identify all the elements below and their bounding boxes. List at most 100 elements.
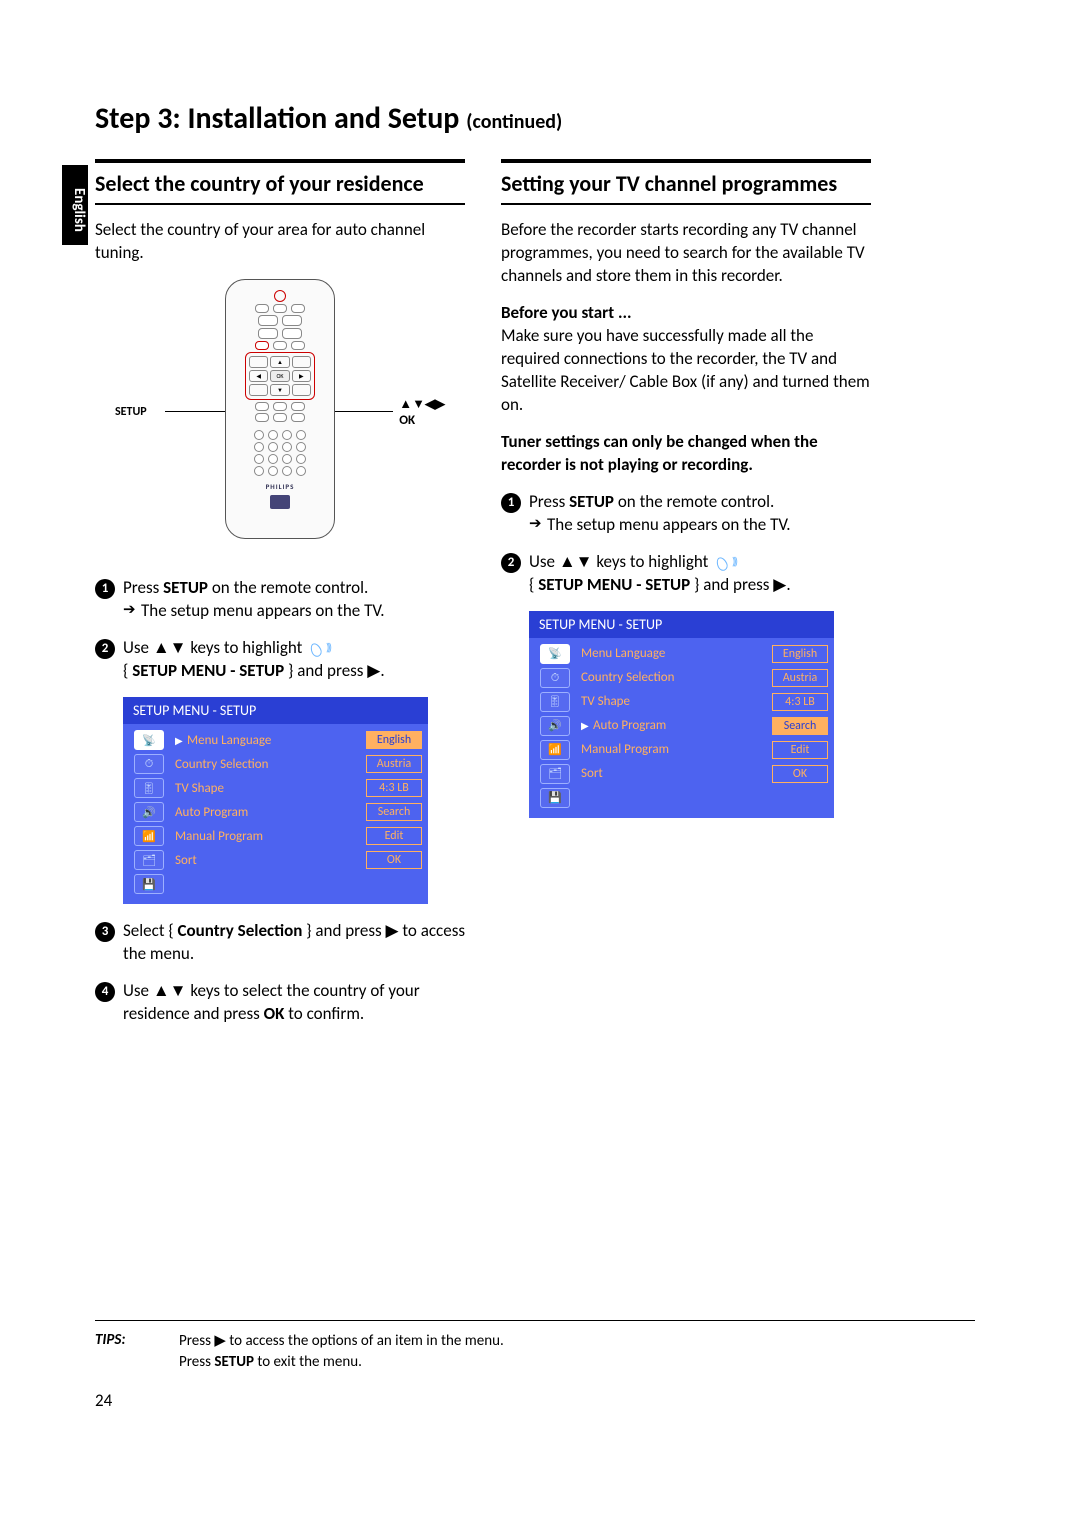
menu-row: Menu Language English xyxy=(581,645,828,663)
tips-line2: Press xyxy=(179,1353,214,1371)
menu-row: Menu Language English xyxy=(175,731,422,749)
menu-category-icon: 🎚 xyxy=(540,692,570,712)
rule xyxy=(501,203,871,205)
ok-label: OK xyxy=(399,413,415,428)
step-2-right: 2 Use ▲▼ keys to highlight { SETUP MENU … xyxy=(501,551,871,597)
menu-category-icon: 🔊 xyxy=(540,716,570,736)
menu-row-value: English xyxy=(772,645,828,663)
remote-label-nav: ▲▼◀▶ OK xyxy=(399,397,445,428)
step-1: 1 Press SETUP on the remote control. The… xyxy=(95,577,465,623)
step-2: 2 Use ▲▼ keys to highlight { SETUP MENU … xyxy=(95,637,465,683)
menu-category-icon: ⏱ xyxy=(134,754,164,774)
tuner-note: Tuner settings can only be changed when … xyxy=(501,431,871,477)
step-number-icon: 2 xyxy=(501,553,521,573)
setup-menu-screenshot-left: SETUP MENU - SETUP📡⏱🎚🔊📶🗂💾Menu LanguageEn… xyxy=(123,697,428,904)
menu-keyword: SETUP MENU - SETUP xyxy=(132,660,284,681)
menu-body: 📡⏱🎚🔊📶🗂💾Menu LanguageEnglishCountry Selec… xyxy=(123,724,428,904)
menu-row-label: Menu Language xyxy=(581,646,665,661)
menu-row: Manual Program Edit xyxy=(581,741,828,759)
step-text: Press xyxy=(529,491,569,512)
step-text: Press xyxy=(123,577,163,598)
menu-row-label: Country Selection xyxy=(175,757,268,772)
menu-row: TV Shape 4:3 LB xyxy=(175,779,422,797)
page-number: 24 xyxy=(95,1390,112,1411)
arrows-label: ▲▼◀▶ xyxy=(399,397,445,412)
menu-body: 📡 ⏱ 🎚 🔊 📶 🗂 💾 Menu Language English Country Selec… xyxy=(529,638,834,818)
menu-row-label: TV Shape xyxy=(175,781,224,796)
menu-row-value: 4:3 LB xyxy=(366,779,422,797)
ok-keyword: OK xyxy=(264,1003,285,1024)
menu-row-value: OK xyxy=(772,765,828,783)
menu-row-value: Search xyxy=(366,803,422,821)
badge-icon xyxy=(270,495,290,509)
before-text: Make sure you have successfully made all… xyxy=(501,325,870,415)
step-number-icon: 3 xyxy=(95,922,115,942)
setup-keyword: SETUP xyxy=(569,491,614,512)
menu-list: Menu Language English Country Selection Aus… xyxy=(175,730,422,894)
menu-row-value: English xyxy=(366,731,422,749)
remote-body: ▲ ◀OK▶ ▼ PHILIPS xyxy=(225,279,335,539)
menu-row-label: Menu Language xyxy=(175,733,271,748)
menu-row: SortOK xyxy=(581,765,828,783)
remote-illustration: SETUP ▲▼◀▶ OK ▲ ◀OK▶ ▼ xyxy=(95,279,465,559)
menu-row-label: Manual Program xyxy=(581,742,669,757)
tips-line2-end: to exit the menu. xyxy=(254,1353,362,1371)
menu-title: SETUP MENU - SETUP xyxy=(123,697,428,724)
setup-keyword: SETUP xyxy=(214,1353,254,1371)
menu-row: TV Shape4:3 LB xyxy=(581,693,828,711)
intro-text: Select the country of your area for auto… xyxy=(95,219,465,265)
step-text: on the remote control. xyxy=(614,491,774,512)
step-text: } and press ▶. xyxy=(690,574,790,595)
rule xyxy=(95,159,465,163)
menu-keyword: SETUP MENU - SETUP xyxy=(538,574,690,595)
section-heading-right: Setting your TV channel programmes xyxy=(501,171,871,197)
language-tab: English xyxy=(62,165,88,245)
menu-row-label: Auto Program xyxy=(175,805,248,820)
step-sub: The setup menu appears on the TV. xyxy=(529,514,871,537)
step-number-icon: 4 xyxy=(95,982,115,1002)
menu-row-label: TV Shape xyxy=(581,694,630,709)
tips-label: TIPS: xyxy=(95,1331,155,1373)
satellite-icon xyxy=(308,641,330,657)
menu-icon-column: 📡⏱🎚🔊📶🗂💾 xyxy=(129,730,169,894)
menu-row-value: Austria xyxy=(366,755,422,773)
step-text: } and press ▶. xyxy=(284,660,384,681)
menu-icon-column: 📡 ⏱ 🎚 🔊 📶 🗂 💾 xyxy=(535,644,575,808)
menu-row: Auto Program Search xyxy=(175,803,422,821)
remote-label-setup: SETUP xyxy=(115,405,147,419)
step-text: Use ▲▼ keys to highlight xyxy=(123,637,306,658)
step-3: 3 Select { Country Selection } and press… xyxy=(95,920,465,966)
step-number-icon: 1 xyxy=(501,493,521,513)
menu-row-label: Manual Program xyxy=(175,829,263,844)
page-title-suffix: (continued) xyxy=(466,110,562,134)
menu-row-value: Edit xyxy=(772,741,828,759)
menu-category-icon: 💾 xyxy=(540,788,570,808)
step-sub: The setup menu appears on the TV. xyxy=(123,600,465,623)
menu-category-icon: ⏱ xyxy=(540,668,570,688)
right-column: Setting your TV channel programmes Befor… xyxy=(501,159,871,1040)
menu-list: Menu LanguageEnglishCountry SelectionAus… xyxy=(581,644,828,808)
tips-content: Press ▶ to access the options of an item… xyxy=(179,1331,975,1373)
menu-category-icon: 🎚 xyxy=(134,778,164,798)
menu-row: Country Selection Austria xyxy=(175,755,422,773)
intro-text: Before the recorder starts recording any… xyxy=(501,219,871,288)
step-text: Use ▲▼ keys to highlight xyxy=(529,551,712,572)
menu-category-icon: 📶 xyxy=(540,740,570,760)
menu-row: SortOK xyxy=(175,851,422,869)
menu-row: Manual ProgramEdit xyxy=(175,827,422,845)
leader-line xyxy=(325,411,393,412)
step-4: 4 Use ▲▼ keys to select the country of y… xyxy=(95,980,465,1026)
menu-category-icon: 🗂 xyxy=(540,764,570,784)
standby-icon xyxy=(274,290,286,302)
menu-row-label: Country Selection xyxy=(581,670,674,685)
menu-category-icon: 🗂 xyxy=(134,850,164,870)
menu-category-icon: 📡 xyxy=(540,644,570,664)
page-content: Step 3: Installation and Setup (continue… xyxy=(95,100,975,1040)
menu-category-icon: 💾 xyxy=(134,874,164,894)
setup-keyword: SETUP xyxy=(163,577,208,598)
rule xyxy=(95,203,465,205)
page-title-main: Step 3: Installation and Setup xyxy=(95,100,459,137)
section-heading-left: Select the country of your residence xyxy=(95,171,465,197)
before-you-start: Before you start ... Make sure you have … xyxy=(501,302,871,417)
menu-row-value: OK xyxy=(366,851,422,869)
